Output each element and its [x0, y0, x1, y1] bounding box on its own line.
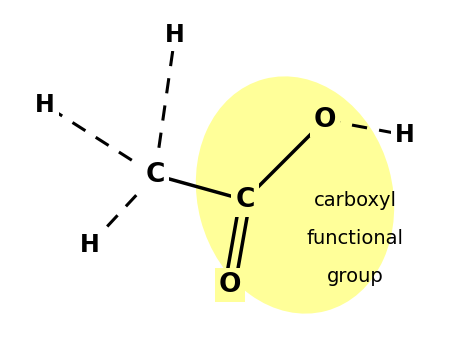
Text: C: C: [235, 187, 255, 213]
Text: H: H: [35, 93, 55, 117]
Text: O: O: [314, 107, 336, 133]
Text: H: H: [395, 123, 415, 147]
Text: group: group: [327, 266, 383, 286]
Text: carboxyl: carboxyl: [314, 190, 396, 210]
Text: C: C: [145, 162, 165, 188]
Text: H: H: [165, 23, 185, 47]
Text: H: H: [80, 233, 100, 257]
Text: O: O: [219, 272, 241, 298]
Ellipse shape: [196, 76, 394, 314]
Text: functional: functional: [306, 229, 404, 247]
